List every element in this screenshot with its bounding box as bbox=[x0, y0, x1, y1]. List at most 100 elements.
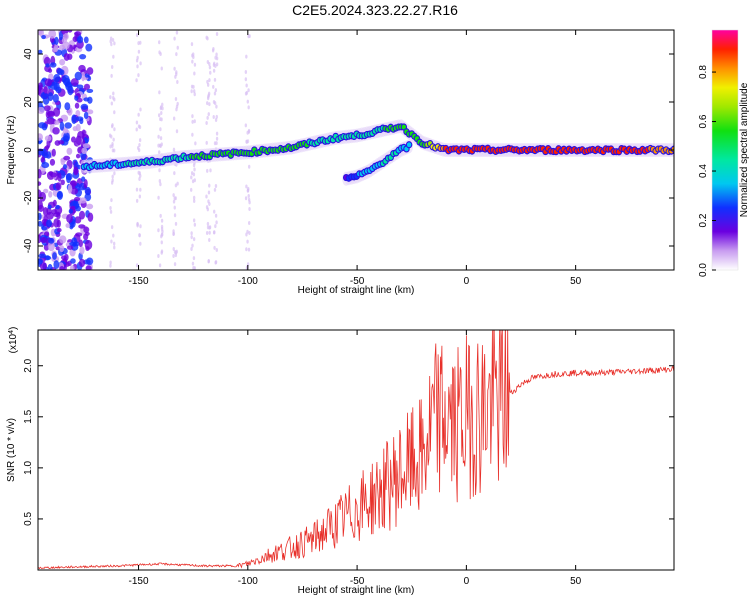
noise-blob bbox=[48, 237, 55, 244]
noise-blob bbox=[70, 78, 79, 87]
noise-streak bbox=[113, 41, 116, 46]
noise-streak bbox=[111, 123, 114, 128]
x-tick-label: 0 bbox=[464, 276, 470, 287]
noise-streak bbox=[191, 243, 194, 248]
noise-blob bbox=[52, 199, 57, 207]
noise-blob bbox=[82, 143, 90, 149]
noise-streak bbox=[137, 124, 141, 129]
noise-blob bbox=[75, 109, 81, 117]
noise-streak bbox=[158, 50, 161, 55]
noise-streak bbox=[208, 230, 211, 235]
noise-blob bbox=[63, 32, 69, 41]
noise-streak bbox=[205, 230, 209, 235]
noise-streak bbox=[160, 234, 163, 239]
noise-streak bbox=[248, 200, 251, 205]
noise-streak bbox=[158, 90, 161, 95]
noise-blob bbox=[74, 216, 82, 224]
noise-streak bbox=[110, 65, 114, 70]
noise-streak bbox=[190, 89, 193, 94]
noise-streak bbox=[192, 172, 196, 177]
spectrogram-x-label: Height of straight line (km) bbox=[298, 285, 415, 296]
noise-streak bbox=[214, 118, 218, 123]
noise-streak bbox=[205, 121, 208, 125]
spectrogram-y-label: Frequency (Hz) bbox=[6, 116, 17, 185]
noise-blob bbox=[40, 237, 47, 244]
noise-blob bbox=[87, 212, 94, 222]
noise-blob bbox=[59, 121, 65, 131]
noise-blob bbox=[38, 220, 43, 227]
noise-streak bbox=[113, 171, 116, 176]
noise-streak bbox=[135, 58, 139, 63]
noise-streak bbox=[213, 187, 217, 192]
noise-blob bbox=[84, 186, 91, 196]
noise-blob bbox=[55, 204, 60, 210]
noise-streak bbox=[172, 247, 175, 252]
noise-blob bbox=[86, 109, 94, 115]
noise-streak bbox=[176, 101, 179, 106]
noise-streak bbox=[193, 92, 196, 97]
x-tick-label: -50 bbox=[350, 276, 365, 287]
noise-streak bbox=[109, 39, 112, 44]
noise-streak bbox=[215, 141, 218, 146]
noise-blob bbox=[61, 138, 69, 146]
y-tick-label: 20 bbox=[23, 96, 34, 108]
noise-blob bbox=[87, 96, 93, 104]
noise-streak bbox=[172, 147, 176, 152]
noise-streak bbox=[135, 78, 138, 83]
noise-streak bbox=[214, 213, 218, 218]
noise-blob bbox=[48, 73, 54, 81]
x-tick-label: 50 bbox=[570, 576, 582, 587]
noise-streak bbox=[192, 52, 195, 57]
noise-blob bbox=[66, 245, 74, 250]
noise-streak bbox=[110, 180, 114, 185]
x-tick-label: -150 bbox=[129, 576, 149, 587]
noise-blob bbox=[53, 73, 61, 83]
noise-streak bbox=[173, 213, 177, 218]
noise-blob bbox=[38, 49, 43, 54]
noise-streak bbox=[208, 225, 211, 230]
noise-blob bbox=[38, 212, 42, 221]
noise-blob bbox=[69, 265, 75, 270]
noise-blob bbox=[79, 53, 87, 60]
noise-streak bbox=[112, 137, 115, 142]
noise-streak bbox=[193, 222, 197, 227]
noise-streak bbox=[206, 221, 210, 226]
noise-blob bbox=[75, 116, 84, 122]
snr-frame bbox=[37, 329, 675, 571]
noise-streak bbox=[109, 205, 112, 210]
noise-blob bbox=[38, 168, 42, 179]
noise-streak bbox=[247, 164, 251, 169]
noise-blob bbox=[57, 140, 65, 145]
noise-streak bbox=[193, 167, 196, 172]
noise-streak bbox=[139, 187, 142, 192]
noise-blob bbox=[67, 53, 73, 60]
y-tick-label: -40 bbox=[23, 238, 34, 253]
noise-blob bbox=[83, 226, 90, 233]
noise-streak bbox=[193, 89, 196, 94]
noise-streak bbox=[245, 139, 248, 144]
y-tick-label: 2.0 bbox=[23, 358, 34, 372]
noise-streak bbox=[172, 193, 175, 198]
colorbar-tick-label: 0.0 bbox=[698, 263, 709, 277]
noise-blob bbox=[86, 88, 94, 93]
noise-blob bbox=[65, 223, 71, 228]
noise-blob bbox=[75, 135, 82, 146]
trace-cell bbox=[406, 142, 412, 148]
noise-blob bbox=[59, 266, 65, 270]
noise-streak bbox=[137, 112, 140, 117]
noise-streak bbox=[136, 64, 139, 69]
noise-streak bbox=[175, 30, 179, 35]
noise-streak bbox=[173, 66, 176, 71]
noise-streak bbox=[174, 221, 178, 226]
noise-streak bbox=[135, 187, 139, 192]
noise-streak bbox=[113, 110, 116, 115]
noise-streak bbox=[157, 113, 161, 118]
noise-streak bbox=[158, 179, 162, 184]
noise-blob bbox=[60, 158, 66, 166]
noise-streak bbox=[192, 218, 196, 223]
noise-streak bbox=[208, 78, 211, 83]
noise-streak bbox=[110, 239, 113, 244]
noise-blob bbox=[61, 74, 70, 84]
noise-streak bbox=[193, 178, 197, 183]
noise-blob bbox=[56, 68, 63, 76]
